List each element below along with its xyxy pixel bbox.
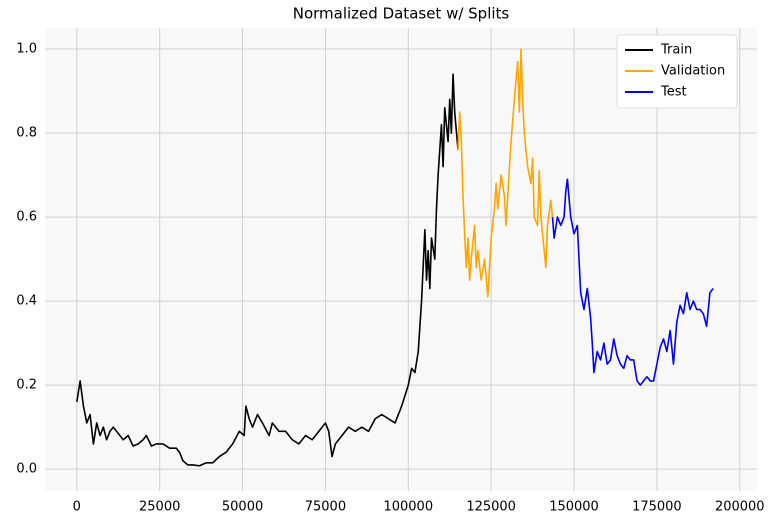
x-tick-label: 0 — [73, 500, 81, 515]
y-tick-label: 0.8 — [16, 126, 37, 141]
x-tick-label: 175000 — [632, 500, 682, 515]
y-tick-label: 1.0 — [16, 42, 37, 57]
legend-label: Test — [660, 85, 687, 100]
legend-label: Train — [660, 43, 692, 58]
y-tick-label: 0.4 — [16, 294, 37, 309]
x-tick-label: 200000 — [715, 500, 765, 515]
legend-box — [616, 34, 738, 109]
series-line — [76, 73, 459, 467]
chart-title: Normalized Dataset w/ Splits — [293, 5, 510, 23]
x-tick-label: 25000 — [139, 500, 180, 515]
x-tick-label: 50000 — [222, 500, 263, 515]
x-tick-label: 125000 — [466, 500, 516, 515]
x-tick-label: 100000 — [383, 500, 433, 515]
series-line — [457, 48, 554, 298]
x-tick-label: 150000 — [549, 500, 599, 515]
y-tick-label: 0.0 — [16, 462, 37, 477]
y-tick-label: 0.2 — [16, 378, 37, 393]
legend-label: Validation — [661, 64, 725, 79]
x-tick-label: 75000 — [305, 500, 346, 515]
y-tick-label: 0.6 — [16, 210, 37, 225]
series-line — [551, 178, 714, 386]
